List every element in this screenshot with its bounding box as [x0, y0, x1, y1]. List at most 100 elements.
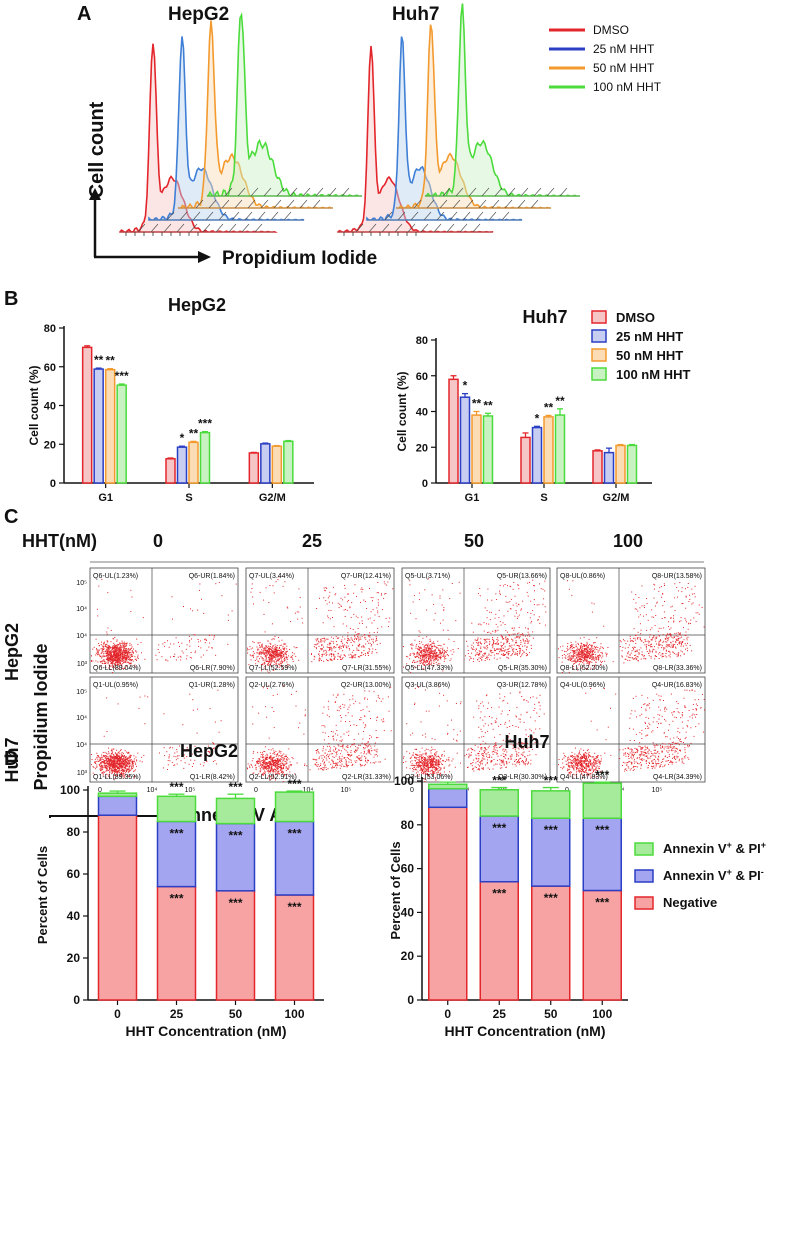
event-dot — [273, 750, 275, 752]
event-dot — [315, 638, 317, 640]
event-dot — [114, 666, 115, 668]
event-dot — [318, 640, 319, 642]
event-dot — [125, 763, 126, 765]
event-dot — [418, 657, 420, 659]
event-dot — [263, 653, 265, 655]
event-dot — [561, 672, 563, 673]
event-dot — [624, 640, 626, 642]
event-dot — [619, 640, 621, 642]
event-dot — [583, 656, 585, 658]
event-dot — [128, 767, 130, 769]
event-dot — [406, 663, 408, 665]
event-dot — [669, 653, 671, 655]
event-dot — [128, 769, 130, 771]
event-dot — [629, 635, 631, 637]
event-dot — [485, 638, 487, 640]
event-dot — [419, 631, 421, 633]
event-dot — [95, 652, 97, 654]
event-dot — [629, 654, 631, 656]
event-dot — [114, 651, 116, 652]
event-dot — [271, 654, 273, 656]
event-dot — [115, 651, 117, 653]
event-dot — [333, 655, 335, 657]
event-dot — [565, 655, 567, 657]
event-dot — [430, 645, 432, 647]
event-dot — [674, 610, 676, 612]
event-dot — [672, 643, 674, 645]
event-dot — [358, 656, 360, 658]
event-dot — [281, 655, 283, 657]
event-dot — [436, 656, 438, 658]
event-dot — [115, 647, 117, 649]
event-dot — [117, 757, 119, 759]
event-dot — [627, 653, 629, 655]
event-dot — [112, 764, 114, 766]
event-dot — [130, 755, 132, 757]
event-dot — [680, 620, 682, 622]
event-dot — [679, 582, 681, 584]
event-dot — [180, 760, 182, 762]
event-dot — [431, 594, 433, 596]
event-dot — [114, 663, 116, 665]
event-dot — [330, 648, 332, 650]
event-dot — [293, 646, 295, 648]
event-dot — [689, 594, 691, 596]
event-dot — [108, 657, 110, 659]
event-dot — [108, 664, 110, 666]
event-dot — [370, 645, 372, 647]
dot-plot-huh7-25: Q2-UL(2.76%) Q2-UR(13.00%)Q2-LL(52.91%) Q2… — [245, 676, 395, 794]
event-dot — [259, 591, 261, 593]
event-dot — [423, 661, 425, 663]
event-dot — [317, 653, 319, 655]
event-dot — [577, 653, 579, 655]
event-dot — [679, 637, 681, 639]
event-dot — [116, 652, 118, 654]
event-dot — [113, 759, 115, 760]
event-dot — [518, 604, 520, 606]
event-dot — [346, 647, 348, 649]
event-dot — [597, 650, 599, 652]
event-dot — [121, 657, 123, 659]
event-dot — [101, 758, 103, 760]
event-dot — [429, 657, 431, 659]
event-dot — [590, 651, 592, 653]
event-dot — [577, 643, 579, 644]
event-dot — [203, 765, 205, 767]
event-dot — [519, 651, 521, 652]
event-dot — [227, 614, 229, 616]
event-dot — [593, 654, 594, 655]
event-dot — [272, 647, 274, 649]
event-dot — [476, 652, 478, 654]
event-dot — [660, 639, 661, 641]
event-dot — [576, 656, 578, 658]
event-dot — [107, 753, 109, 755]
event-dot — [119, 762, 121, 764]
event-dot — [97, 615, 99, 617]
event-dot — [120, 758, 122, 760]
event-dot — [368, 652, 369, 654]
event-dot — [627, 652, 629, 654]
event-dot — [583, 660, 584, 662]
event-dot — [668, 645, 670, 647]
event-dot — [253, 772, 255, 774]
event-dot — [433, 660, 435, 662]
event-dot — [497, 644, 499, 645]
event-dot — [369, 635, 371, 636]
event-dot — [430, 656, 432, 658]
event-dot — [200, 640, 202, 642]
event-dot — [100, 759, 101, 761]
event-dot — [116, 655, 118, 657]
event-dot — [320, 638, 322, 640]
event-dot — [691, 650, 693, 652]
histogram-title-huh7: Huh7 — [392, 4, 440, 25]
event-dot — [118, 766, 120, 768]
event-dot — [276, 761, 278, 763]
event-dot — [117, 759, 119, 761]
event-dot — [635, 594, 637, 596]
event-dot — [280, 664, 282, 666]
event-dot — [477, 642, 479, 644]
significance-stars: *** — [198, 417, 212, 431]
quadrant-ur-label: Q8-UR(13.58%) — [652, 573, 702, 580]
event-dot — [593, 642, 595, 644]
